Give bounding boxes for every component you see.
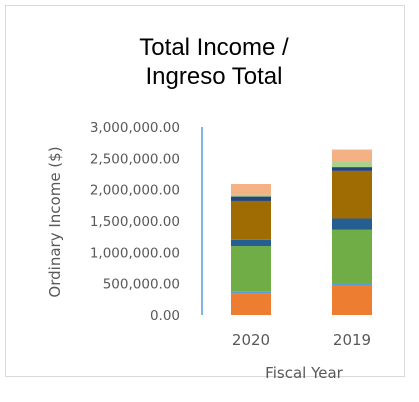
- y-axis-label: Ordinary Income ($): [46, 146, 64, 297]
- bar-segment: [332, 149, 372, 162]
- bar-segment: [332, 161, 372, 168]
- y-tick-label: 1,500,000.00: [90, 214, 180, 230]
- bar-segment: [332, 218, 372, 230]
- bar-segment: [231, 184, 271, 195]
- bar-segment: [231, 196, 271, 201]
- bar-segment: [332, 229, 372, 284]
- chart-title-line-1: Total Income /: [139, 34, 289, 61]
- y-tick-label: 1,000,000.00: [90, 245, 180, 261]
- bar-segment: [332, 170, 372, 219]
- bar-segment: [231, 246, 271, 292]
- bar-segment: [231, 194, 271, 197]
- y-tick-label: 2,000,000.00: [90, 183, 180, 199]
- y-tick-label: 3,000,000.00: [90, 120, 180, 136]
- chart-title-line-2: Ingreso Total: [146, 63, 283, 90]
- x-tick-label: 2020: [232, 331, 270, 349]
- bar-segment: [332, 283, 372, 286]
- y-tick-label: 500,000.00: [103, 277, 180, 293]
- y-tick-label: 2,500,000.00: [90, 151, 180, 167]
- bar-segment: [231, 200, 271, 240]
- bar-segment: [231, 293, 271, 315]
- y-tick-label: 0.00: [150, 308, 180, 324]
- x-tick-label: 2019: [333, 331, 371, 349]
- bar-segment: [332, 167, 372, 171]
- bar-segment: [231, 291, 271, 294]
- bar-segment: [332, 285, 372, 315]
- x-axis-label: Fiscal Year: [265, 364, 343, 382]
- bar-segment: [231, 239, 271, 247]
- chart-frame: [5, 5, 405, 377]
